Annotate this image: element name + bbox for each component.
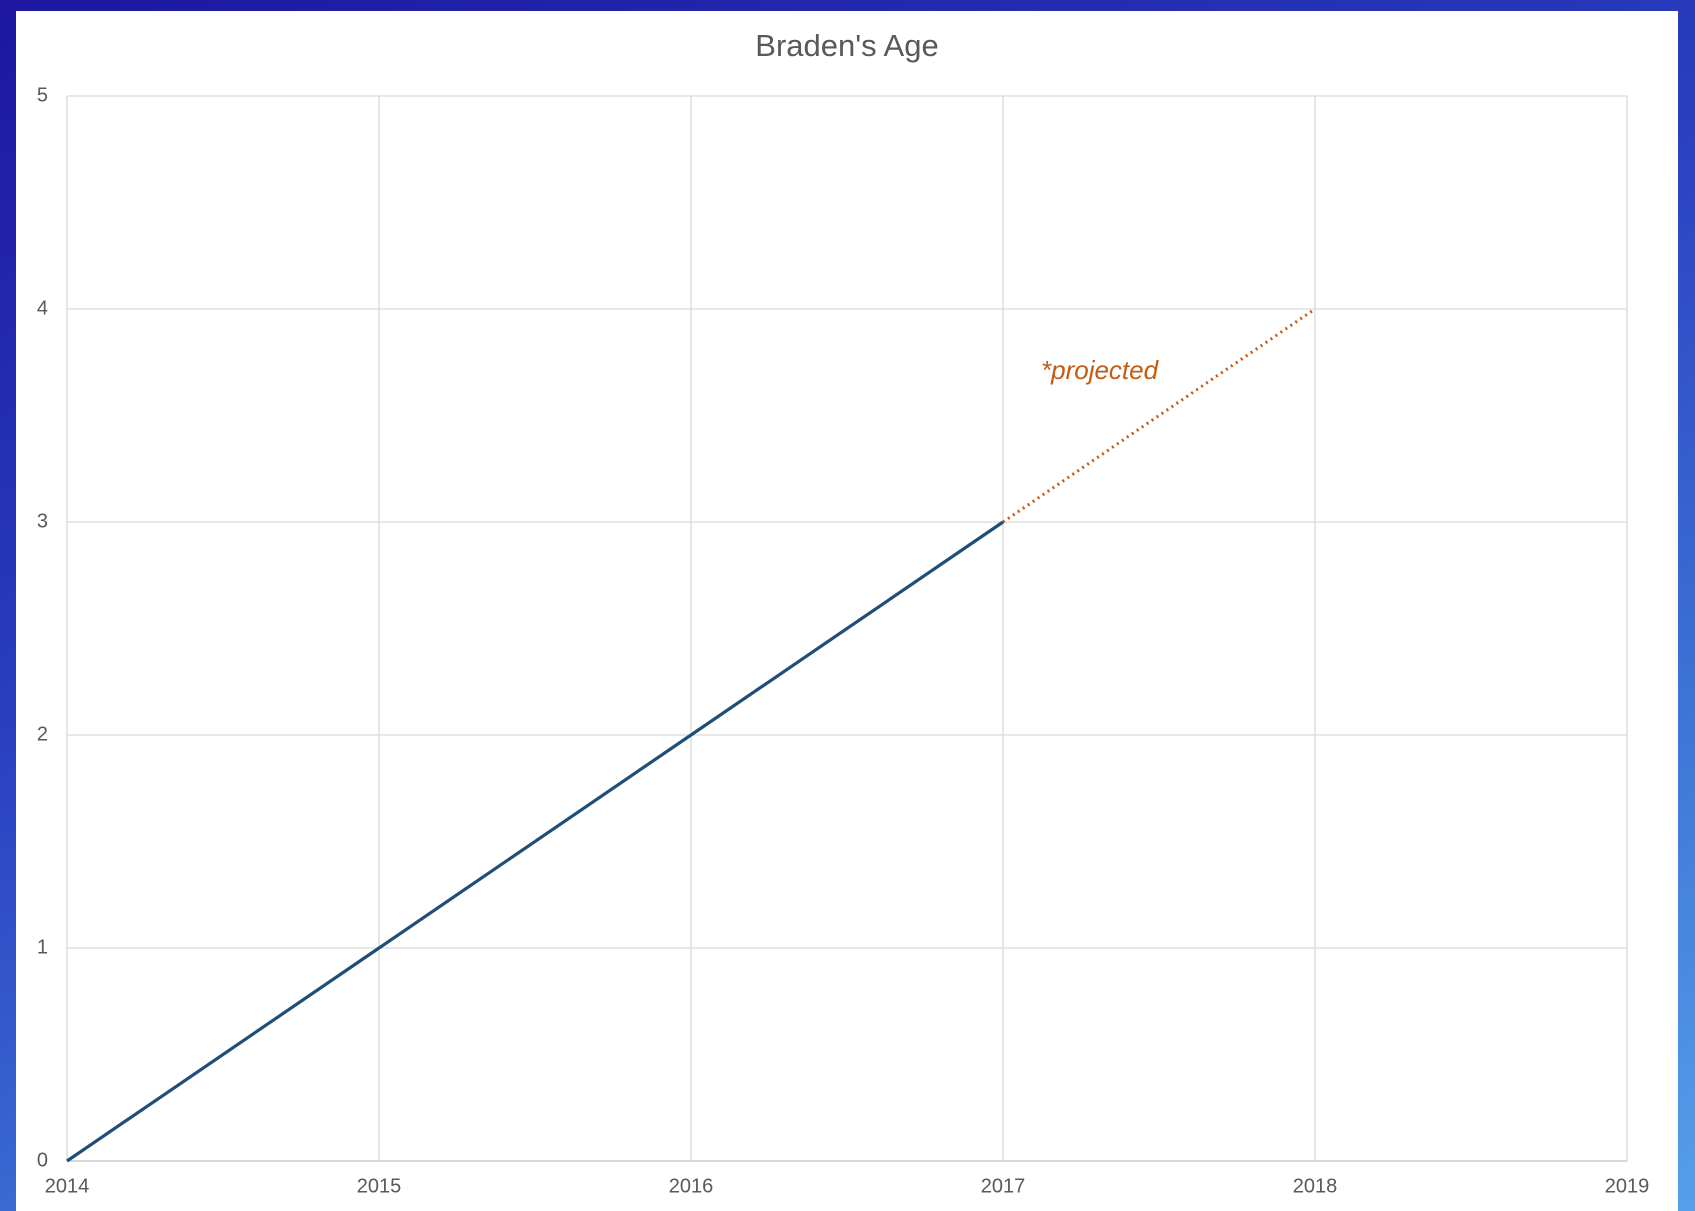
y-tick-label: 1 bbox=[37, 936, 48, 958]
x-tick-label: 2019 bbox=[1605, 1175, 1650, 1197]
chart-panel bbox=[16, 11, 1678, 1211]
annotation: *projected bbox=[1041, 355, 1160, 385]
x-tick-label: 2018 bbox=[1293, 1175, 1338, 1197]
x-tick-label: 2016 bbox=[669, 1175, 714, 1197]
y-tick-label: 2 bbox=[37, 723, 48, 745]
x-tick-label: 2017 bbox=[981, 1175, 1026, 1197]
series-line bbox=[1002, 307, 1316, 524]
y-tick-label: 4 bbox=[37, 297, 48, 319]
series-line bbox=[66, 520, 1004, 1163]
y-tick-label: 5 bbox=[37, 84, 48, 106]
y-tick-label: 0 bbox=[37, 1149, 48, 1171]
chart-title: Braden's Age bbox=[755, 28, 938, 63]
y-tick-label: 3 bbox=[37, 510, 48, 532]
x-tick-label: 2014 bbox=[45, 1175, 90, 1197]
x-tick-label: 2015 bbox=[357, 1175, 402, 1197]
